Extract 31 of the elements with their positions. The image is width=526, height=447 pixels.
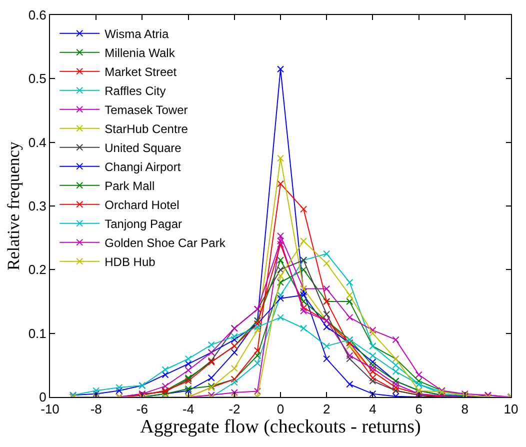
- x-tick-label: -2: [228, 402, 240, 417]
- x-tick-label: 10: [504, 402, 518, 417]
- x-tick-label: -6: [136, 402, 148, 417]
- x-tick-label: 2: [322, 402, 330, 417]
- legend-label: Wisma Atria: [104, 27, 169, 41]
- x-tick-label: 0: [276, 402, 284, 417]
- legend-label: Changi Airport: [104, 160, 182, 174]
- y-tick-label: 0.6: [28, 8, 46, 23]
- x-tick-label: -4: [182, 402, 194, 417]
- y-axis-title: Relative frequency: [4, 141, 23, 270]
- x-tick-label: 6: [415, 402, 422, 417]
- y-tick-label: 0.5: [28, 71, 46, 86]
- legend-label: HDB Hub: [104, 255, 156, 269]
- legend-label: Millenia Walk: [104, 46, 176, 60]
- legend-label: Park Mall: [104, 179, 155, 193]
- legend-label: StarHub Centre: [104, 122, 188, 136]
- legend-label: Market Street: [104, 65, 178, 79]
- legend-label: Golden Shoe Car Park: [104, 236, 226, 250]
- legend-label: Raffles City: [104, 84, 166, 98]
- legend-label: Tanjong Pagar: [104, 217, 182, 231]
- x-tick-label: 4: [369, 402, 376, 417]
- y-tick-label: 0.2: [28, 262, 46, 278]
- x-tick-label: 8: [461, 402, 469, 417]
- y-tick-label: 0.3: [28, 198, 46, 214]
- legend-label: Temasek Tower: [104, 103, 188, 117]
- y-tick-label: 0.4: [28, 134, 46, 150]
- legend-label: Orchard Hotel: [104, 198, 180, 212]
- x-tick-label: -8: [90, 402, 102, 417]
- y-tick-label: 0.1: [28, 326, 46, 341]
- legend-label: United Square: [104, 141, 182, 155]
- x-axis-title: Aggregate flow (checkouts - returns): [140, 416, 421, 438]
